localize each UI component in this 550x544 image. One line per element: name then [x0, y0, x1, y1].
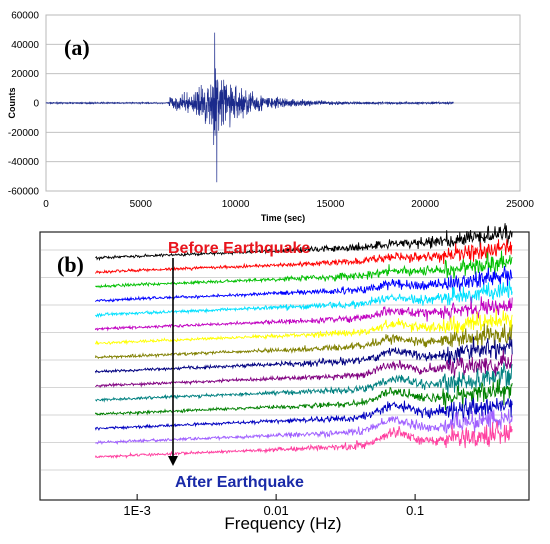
seismogram-x-tick-labels: 0 5000 10000 15000 20000 25000 — [43, 199, 534, 210]
spectrum-series-1 — [95, 223, 513, 262]
spectrum-series-6 — [94, 296, 513, 332]
spectra-plot-frame — [39, 231, 530, 501]
seismogram-x-tick: 10000 — [222, 199, 250, 210]
seismogram-trace — [45, 32, 454, 183]
seismogram-y-tick: -60000 — [8, 187, 40, 198]
seismogram-y-tick: 60000 — [11, 11, 39, 22]
panel-label-a: (a) — [64, 35, 90, 60]
seismogram-y-tick: 0 — [33, 99, 39, 110]
seismogram-gridlines — [46, 14, 520, 192]
spectrum-series-2 — [94, 239, 513, 275]
spectra-x-tick: 0.01 — [263, 503, 288, 518]
seismogram-y-tick-labels: 60000 40000 20000 0 -20000 -40000 -60000 — [8, 11, 40, 198]
seismogram-y-tick: -20000 — [8, 128, 40, 139]
spectrum-series-13 — [94, 397, 513, 431]
seismogram-x-tick: 5000 — [130, 199, 153, 210]
spectrum-series-11 — [95, 362, 513, 403]
spectrum-series-14 — [95, 408, 513, 446]
seismogram-x-axis-label: Time (sec) — [261, 213, 305, 223]
spectrum-series-9 — [94, 336, 513, 374]
annotation-after-earthquake: After Earthquake — [175, 474, 304, 491]
spectrum-series-15 — [94, 420, 513, 459]
time-arrow-head — [168, 456, 178, 466]
spectrum-series-10 — [95, 349, 513, 389]
spectra-panel: 1E-3 0.01 0.1 (b) Before Earthquake After … — [39, 223, 530, 533]
seismogram-y-tick: -40000 — [8, 157, 40, 168]
seismogram-x-tick: 15000 — [316, 199, 344, 210]
seismogram-y-axis-label: Counts — [7, 88, 17, 119]
seismogram-y-tick: 20000 — [11, 69, 39, 80]
spectra-x-axis-label: Frequency (Hz) — [224, 514, 341, 533]
spectra-x-tick: 1E-3 — [123, 503, 150, 518]
spectrum-series-12 — [94, 378, 513, 417]
seismogram-y-tick: 40000 — [11, 40, 39, 51]
panel-label-b: (b) — [57, 252, 84, 277]
seismogram-x-tick: 20000 — [411, 199, 439, 210]
spectrum-series-8 — [94, 323, 513, 360]
spectra-x-tick-labels: 1E-3 0.01 0.1 — [123, 503, 424, 518]
spectrum-series-7 — [94, 308, 513, 346]
spectrum-series-4 — [95, 266, 513, 303]
seismogram-x-tick: 0 — [43, 199, 49, 210]
seismogram-x-tick: 25000 — [506, 199, 534, 210]
spectra-x-tick: 0.1 — [406, 503, 424, 518]
spectra-series-group — [94, 223, 513, 459]
spectrum-series-5 — [95, 280, 513, 319]
spectrum-series-3 — [95, 250, 513, 289]
seismogram-panel: 60000 40000 20000 0 -20000 -40000 -60000 0 5000… — [7, 11, 534, 224]
annotation-before-earthquake: Before Earthquake — [168, 240, 310, 257]
